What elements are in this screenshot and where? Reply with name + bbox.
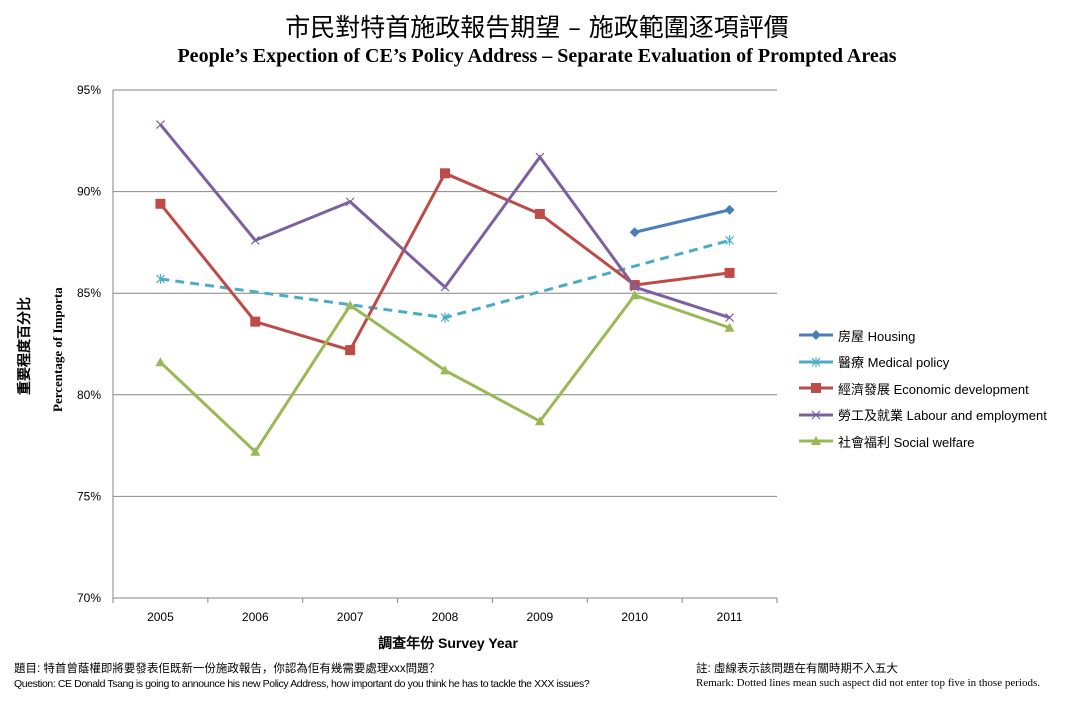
data-point-labour-and-employment [535, 152, 545, 162]
marker-stroke [811, 410, 821, 420]
data-point-economic-development [250, 316, 261, 327]
data-point-labour-and-employment [725, 313, 734, 323]
data-point-economic-development [155, 198, 166, 209]
data-point-labour-and-employment [440, 282, 450, 292]
chart-subtitle: People’s Expection of CE’s Policy Addres… [177, 45, 897, 67]
series-line-economic-development [159, 171, 730, 352]
legend-label: 房屋 Housing [838, 328, 916, 344]
legend-item-social-welfare: 社會福利 Social welfare [798, 428, 1047, 455]
data-point-labour-and-employment [345, 197, 355, 207]
legend: 房屋 Housing 醫療 Medical policy 經濟發展 Economic… [798, 322, 1047, 455]
legend-label: 醫療 Medical policy [838, 355, 950, 371]
x-tick-label: 2005 [147, 610, 174, 624]
x-tick-label: 2011 [717, 610, 743, 624]
marker-stroke [156, 120, 165, 129]
series-line-housing [634, 208, 730, 234]
legend-item-housing: 房屋 Housing [798, 322, 1047, 349]
data-point-economic-development [345, 345, 356, 356]
x-tick-label: 2010 [621, 610, 648, 624]
data-point-housing [629, 227, 640, 238]
marker-stroke [725, 313, 734, 323]
x-tick-label: 2007 [337, 610, 364, 624]
x-axis-label: 調查年份 Survey Year [378, 635, 518, 651]
data-point-social-welfare [440, 365, 450, 375]
data-point-social-welfare [724, 322, 735, 332]
data-point-medical-policy [725, 235, 734, 246]
legend-marker [811, 356, 821, 367]
question-zh: 題目: 特首曾蔭權即將要發表佢既新一份施政報告，你認為佢有幾需要處理xxx問題？ [14, 663, 441, 675]
question-en: Question: CE Donald Tsang is going to an… [14, 678, 590, 690]
marker-stroke [250, 235, 260, 245]
data-point-social-welfare [155, 357, 166, 367]
x-tick-label: 2009 [527, 610, 554, 624]
x-tick-label: 2008 [432, 610, 459, 624]
data-point-economic-development [534, 208, 545, 219]
legend-swatch [799, 330, 833, 341]
legend-item-economic-development: 經濟發展 Economic development [798, 375, 1047, 402]
marker-stroke [535, 152, 545, 162]
data-point-housing [724, 204, 735, 215]
marker-stroke [440, 282, 450, 292]
y-tick-label: 75% [77, 489, 101, 503]
data-point-social-welfare [250, 446, 261, 456]
data-point-medical-policy [156, 273, 165, 284]
legend-item-labour-and-employment: 勞工及就業 Labour and employment [798, 402, 1047, 429]
y-tick-label: 90% [77, 185, 101, 199]
legend-marker [811, 436, 821, 446]
legend-marker [811, 383, 821, 394]
legend-marker [811, 410, 821, 420]
legend-swatch [799, 410, 833, 420]
legend-swatch [799, 383, 833, 394]
data-point-labour-and-employment [630, 282, 640, 292]
data-point-economic-development [724, 267, 735, 278]
remark-en: Remark: Dotted lines mean such aspect di… [696, 677, 1040, 689]
marker-stroke [345, 197, 355, 207]
y-tick-label: 85% [77, 286, 101, 300]
data-point-social-welfare [345, 300, 356, 310]
legend-swatch [799, 356, 833, 367]
data-point-economic-development [440, 168, 450, 179]
data-point-labour-and-employment [156, 120, 165, 129]
y-tick-label: 80% [77, 388, 101, 402]
legend-marker [811, 330, 821, 341]
legend-swatch [799, 436, 833, 446]
chart-title: 市民對特首施政報告期望 – 施政範圍逐項評價 [285, 13, 789, 42]
legend-label: 經濟發展 Economic development [838, 381, 1029, 397]
y-tick-label: 70% [77, 591, 101, 605]
legend-label: 勞工及就業 Labour and employment [838, 408, 1047, 424]
y-tick-label: 95% [77, 83, 101, 97]
y-axis-label-zh: 重要程度百分比 [16, 297, 32, 395]
y-axis-label-en: Percentage of Importa [50, 287, 65, 412]
series-line-labour-and-employment [159, 123, 731, 320]
data-point-social-welfare [629, 290, 640, 300]
marker-stroke [630, 282, 640, 292]
data-point-medical-policy [440, 312, 450, 323]
legend-item-medical-policy: 醫療 Medical policy [798, 349, 1047, 376]
data-point-labour-and-employment [250, 235, 260, 245]
legend-label: 社會福利 Social welfare [838, 434, 975, 450]
remark-zh: 註: 虛線表示該問題在有關時期不入五大 [696, 663, 898, 675]
x-tick-label: 2006 [242, 610, 269, 624]
data-point-social-welfare [534, 416, 545, 426]
series-line-medical-policy [160, 238, 730, 320]
